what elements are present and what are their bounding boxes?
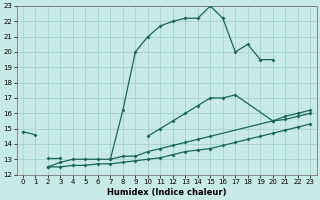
X-axis label: Humidex (Indice chaleur): Humidex (Indice chaleur) xyxy=(107,188,226,197)
